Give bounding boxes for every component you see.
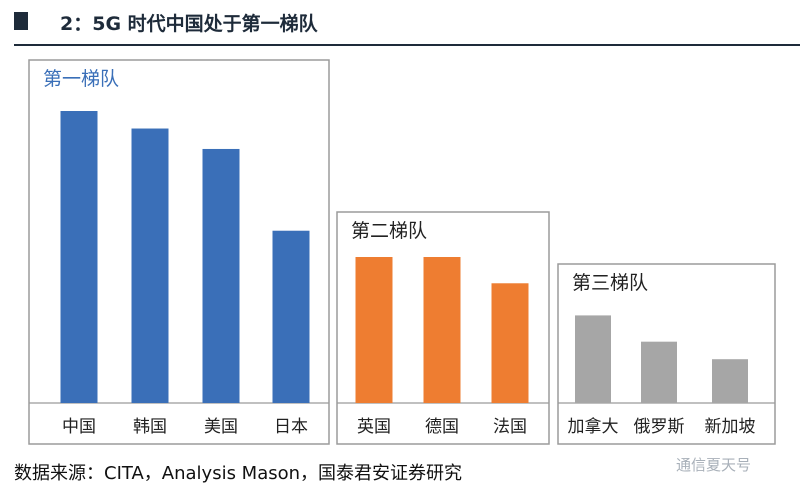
bar-日本	[272, 230, 310, 403]
bar-新加坡	[712, 359, 748, 403]
bar-韩国	[131, 128, 169, 403]
category-label: 法国	[493, 417, 527, 437]
watermark: 通信夏天号	[676, 456, 752, 474]
category-label: 日本	[274, 417, 308, 437]
title-text: 5G 时代中国处于第一梯队	[92, 13, 318, 35]
bar-英国	[355, 257, 393, 403]
tier-label-2: 第二梯队	[351, 220, 427, 242]
title-prefix: 2：	[60, 13, 93, 35]
bar-中国	[60, 111, 98, 403]
bar-法国	[491, 283, 529, 403]
tier-frame-1	[28, 59, 330, 445]
header-bullet-icon	[14, 12, 28, 30]
category-label: 新加坡	[705, 417, 756, 437]
tier-label-3: 第三梯队	[572, 272, 648, 294]
tier-label-1: 第一梯队	[43, 68, 119, 90]
page-title: 2：5G 时代中国处于第一梯队	[60, 9, 318, 36]
source-note: 数据来源：CITA，Analysis Mason，国泰君安证券研究	[14, 463, 463, 484]
header-divider	[14, 44, 800, 46]
category-label: 德国	[425, 417, 459, 437]
category-label: 美国	[204, 417, 238, 437]
bar-美国	[202, 148, 240, 403]
category-label: 中国	[62, 417, 96, 437]
header: 2：5G 时代中国处于第一梯队	[0, 0, 800, 46]
category-label: 加拿大	[568, 416, 619, 437]
category-label: 俄罗斯	[634, 417, 685, 437]
category-label: 英国	[357, 417, 391, 437]
bar-加拿大	[575, 315, 611, 403]
bar-俄罗斯	[641, 341, 677, 403]
tier-frame-3	[557, 263, 776, 445]
bar-德国	[423, 257, 461, 403]
category-label: 韩国	[133, 417, 167, 437]
tier-frame-2	[336, 211, 550, 445]
